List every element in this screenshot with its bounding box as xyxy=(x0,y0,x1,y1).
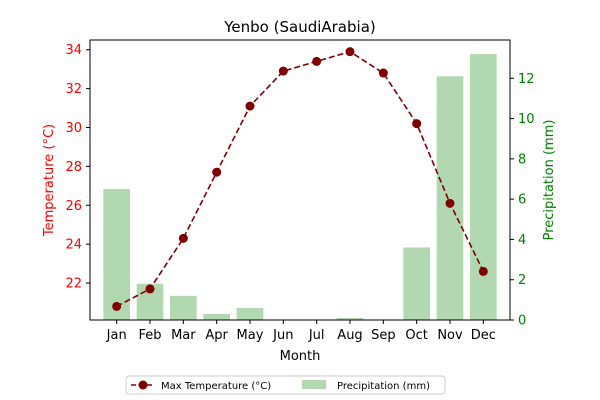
y-axis-right-label: Precipitation (mm) xyxy=(542,120,557,241)
temperature-point-sep xyxy=(378,68,388,78)
precipitation-bar-jan xyxy=(103,189,130,320)
legend-marker xyxy=(138,380,148,390)
left-axis-ticks: 22 24 26 28 30 32 34 xyxy=(65,43,90,292)
legend: Max Temperature (°C) Precipitation (mm) xyxy=(125,375,446,395)
x-tick-label-dec: Dec xyxy=(471,328,496,343)
temperature-point-jul xyxy=(312,56,322,66)
left-tick-label: 34 xyxy=(65,43,82,58)
right-tick-label: 12 xyxy=(518,72,535,87)
plot-frame xyxy=(89,39,511,321)
left-tick-label: 28 xyxy=(65,160,82,175)
temperature-point-jan xyxy=(112,301,122,311)
temperature-point-aug xyxy=(345,47,355,57)
temperature-point-dec xyxy=(478,266,488,276)
left-tick-label: 26 xyxy=(65,199,82,214)
right-tick-label: 6 xyxy=(518,193,526,208)
x-tick-label-aug: Aug xyxy=(337,328,362,343)
x-tick-label-nov: Nov xyxy=(437,328,463,343)
x-tick-label-sep: Sep xyxy=(371,328,396,343)
temperature-point-may xyxy=(245,101,255,111)
precipitation-bar-aug xyxy=(336,317,364,320)
temperature-point-apr xyxy=(212,167,222,177)
temperature-point-jun xyxy=(278,66,288,76)
precipitation-bar-mar xyxy=(170,295,197,320)
right-tick-label: 8 xyxy=(518,152,526,167)
x-tick-label-oct: Oct xyxy=(405,328,427,343)
temperature-point-oct xyxy=(412,119,422,129)
precipitation-bar-oct xyxy=(403,247,430,320)
right-tick-label: 10 xyxy=(518,112,535,127)
legend-label-precipitation: Precipitation (mm) xyxy=(337,381,430,392)
right-tick-label: 2 xyxy=(518,273,526,288)
x-tick-label-jan: Jan xyxy=(106,328,127,343)
precipitation-bar-nov xyxy=(436,76,464,320)
left-tick-label: 24 xyxy=(65,238,82,253)
right-axis-ticks: 0 2 4 6 8 10 12 xyxy=(510,72,535,329)
left-tick-label: 22 xyxy=(65,277,82,292)
left-tick-label: 32 xyxy=(65,82,82,97)
precipitation-bar-may xyxy=(236,307,264,320)
temperature-line-layer xyxy=(112,47,488,311)
precipitation-bars xyxy=(103,54,497,321)
temperature-point-nov xyxy=(445,198,455,208)
legend-frame xyxy=(125,375,446,395)
x-tick-label-may: May xyxy=(237,328,264,343)
x-tick-label-jun: Jun xyxy=(272,328,293,343)
chart-title: Yenbo (SaudiArabia) xyxy=(223,18,376,36)
x-tick-label-mar: Mar xyxy=(171,328,196,343)
temperature-point-mar xyxy=(178,233,188,243)
right-tick-label: 4 xyxy=(518,233,526,248)
legend-bar-swatch xyxy=(302,380,326,389)
precipitation-bar-apr xyxy=(203,313,230,320)
x-tick-label-jul: Jul xyxy=(308,328,325,343)
x-tick-label-feb: Feb xyxy=(138,328,161,343)
x-tick-label-apr: Apr xyxy=(205,328,228,343)
legend-label-temperature: Max Temperature (°C) xyxy=(161,381,271,392)
x-axis-ticks: Jan Feb Mar Apr May Jun Jul Aug Sep Oct Nov Dec xyxy=(106,320,496,343)
precipitation-bar-dec xyxy=(470,54,497,321)
temperature-point-feb xyxy=(145,284,155,294)
left-tick-label: 30 xyxy=(65,121,82,136)
axes xyxy=(89,39,511,321)
temperature-line xyxy=(116,50,485,308)
y-axis-left-label: Temperature (°C) xyxy=(42,124,57,237)
right-tick-label: 0 xyxy=(518,314,526,329)
x-axis-label: Month xyxy=(280,349,321,364)
